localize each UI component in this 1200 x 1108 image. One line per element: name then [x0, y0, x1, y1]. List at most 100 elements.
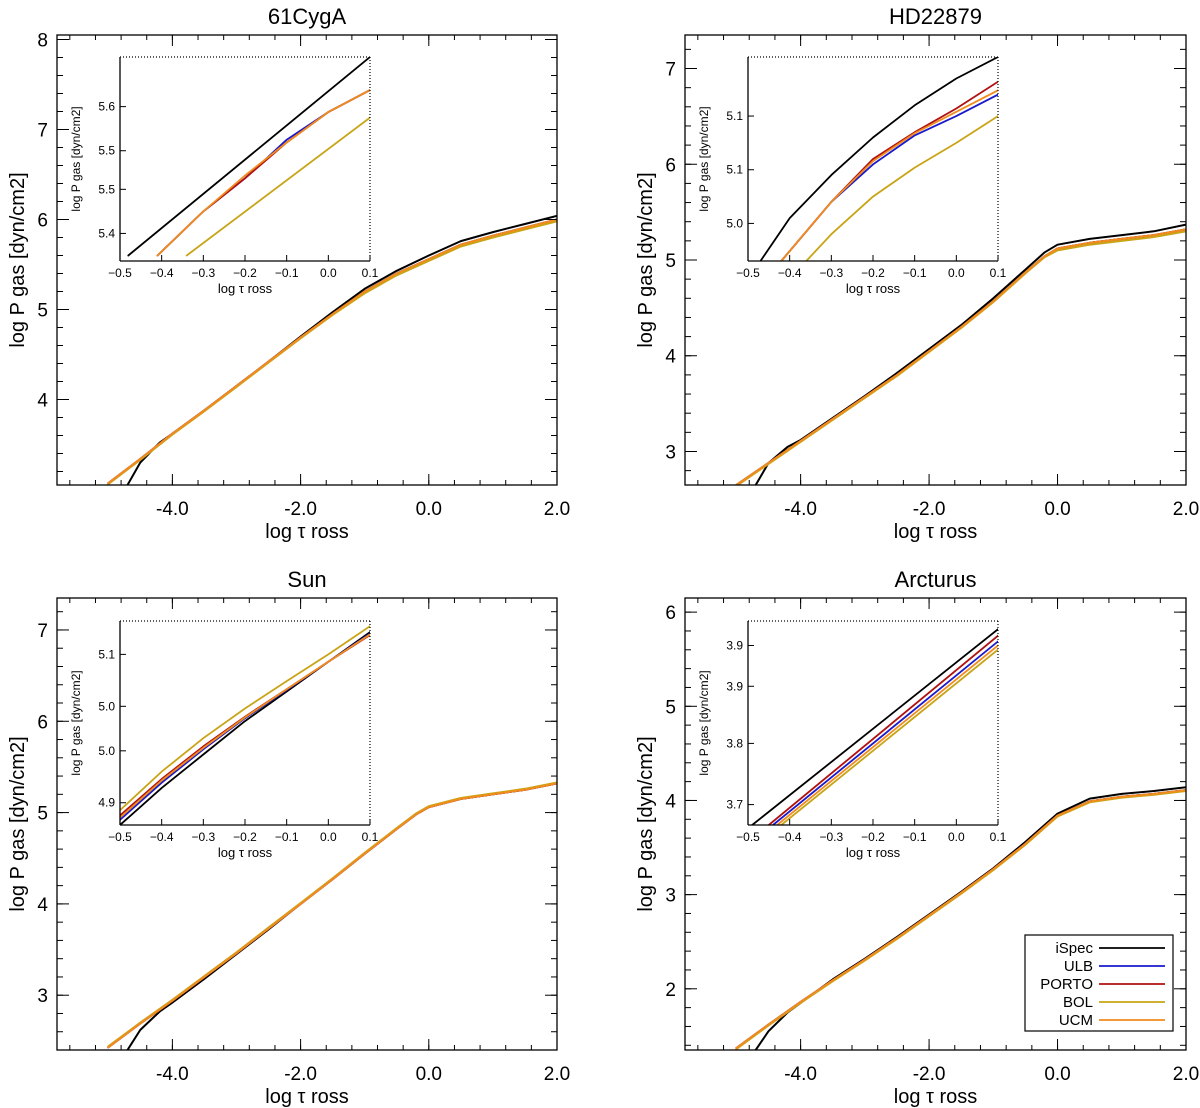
inset-x-tick-label: −0.4: [778, 266, 802, 280]
inset-series-group: [751, 628, 998, 825]
y-tick-label: 7: [665, 60, 676, 81]
inset-x-tick-label: 0.0: [948, 830, 965, 844]
inset-x-tick-label: −0.2: [233, 266, 257, 280]
inset-y-axis-label: log P gas [dyn/cm2]: [69, 670, 83, 775]
inset-y-tick-label: 5.0: [726, 216, 743, 230]
inset-y-axis-label: log P gas [dyn/cm2]: [69, 106, 83, 211]
inset-series-line-ucm: [780, 89, 998, 261]
y-axis-label: log P gas [dyn/cm2]: [635, 736, 657, 911]
inset-x-tick-label: −0.4: [778, 830, 802, 844]
legend-label-bol: BOL: [1063, 994, 1093, 1011]
x-tick-label: -2.0: [284, 499, 317, 520]
y-tick-label: 3: [665, 886, 676, 907]
inset-y-tick-label: 3.9: [726, 638, 743, 652]
inset-y-tick-label: 3.8: [726, 736, 743, 750]
inset-x-tick-label: 0.0: [948, 266, 965, 280]
inset-series-line-porto: [767, 634, 998, 825]
inset-x-tick-label: −0.1: [275, 830, 299, 844]
inset-x-tick-label: −0.1: [903, 266, 927, 280]
inset-plot: −0.5 −0.4 −0.3 −0.2 −0.1 0.0 0.1 5.0 5.1 5.1 log τ…: [697, 56, 1007, 296]
series-group: [107, 781, 557, 1050]
series-line-ucm: [735, 789, 1186, 1050]
inset-series-line-ispec: [751, 628, 998, 825]
inset-x-axis-label: log τ ross: [218, 281, 273, 296]
x-tick-label: 2.0: [1173, 1064, 1199, 1085]
y-tick-label: 8: [37, 31, 48, 52]
x-tick-label: 0.0: [1044, 499, 1070, 520]
inset-x-tick-label: −0.3: [819, 830, 843, 844]
inset-x-tick-label: 0.1: [990, 266, 1007, 280]
inset-background: [748, 621, 998, 825]
panel-title: Arcturus: [895, 567, 977, 592]
series-line-ucm: [735, 228, 1186, 485]
legend-label-ispec: iSpec: [1055, 940, 1093, 957]
series-line-ucm: [107, 218, 557, 485]
x-tick-label: 2.0: [544, 1064, 570, 1085]
x-tick-label: 2.0: [544, 499, 570, 520]
x-tick-label: -2.0: [284, 1064, 317, 1085]
inset-plot: −0.5 −0.4 −0.3 −0.2 −0.1 0.0 0.1 3.7 3.8 3.9 3.9 lo…: [697, 620, 1007, 860]
y-axis-label: log P gas [dyn/cm2]: [7, 736, 29, 911]
inset-series-group: [120, 625, 370, 825]
series-line-ucm: [107, 782, 557, 1049]
inset-x-tick-label: −0.5: [736, 266, 760, 280]
inset-y-tick-label: 5.5: [98, 182, 115, 196]
inset-x-tick-label: −0.3: [191, 830, 215, 844]
inset-x-axis-label: log τ ross: [218, 845, 273, 860]
panel-title: 61CygA: [268, 4, 347, 29]
inset-x-tick-label: 0.1: [990, 830, 1007, 844]
inset-series-line-bol: [780, 648, 998, 825]
plot-frame: [56, 597, 558, 1051]
plot-frame: [684, 34, 1187, 486]
inset-series-group: [759, 57, 998, 261]
y-tick-label: 7: [37, 121, 48, 142]
panel-title: Sun: [287, 567, 326, 592]
x-tick-label: 0.0: [416, 499, 442, 520]
plot-frame: [684, 597, 1187, 1051]
y-tick-label: 6: [665, 155, 676, 176]
inset-y-tick-label: 5.1: [726, 163, 743, 177]
inset-y-tick-label: 5.0: [98, 744, 115, 758]
panel-hd22879: HD22879 -4.0 -2.0 0.0 2.0 3 4 5 6 7 log τ ross log …: [635, 4, 1199, 543]
inset-x-tick-label: 0.0: [320, 830, 337, 844]
y-tick-label: 5: [665, 251, 676, 272]
x-tick-label: -2.0: [913, 499, 946, 520]
y-tick-label: 3: [37, 986, 48, 1007]
inset-x-tick-label: −0.1: [903, 830, 927, 844]
legend-label-ulb: ULB: [1064, 958, 1093, 975]
inset-plot: −0.5 −0.4 −0.3 −0.2 −0.1 0.0 0.1 5.4 5.5 5.5 5.6 lo…: [69, 56, 379, 296]
series-group: [735, 786, 1186, 1050]
legend-box: [1024, 934, 1174, 1032]
y-tick-label: 5: [665, 697, 676, 718]
y-tick-label: 5: [37, 804, 48, 825]
y-tick-label: 2: [665, 980, 676, 1001]
y-tick-label: 4: [37, 391, 48, 412]
inset-series-line-bol: [120, 625, 370, 812]
y-tick-label: 4: [665, 347, 676, 368]
x-axis-label: log τ ross: [265, 521, 349, 543]
y-axis-label: log P gas [dyn/cm2]: [635, 172, 657, 347]
y-tick-label: 4: [665, 791, 676, 812]
y-tick-label: 5: [37, 301, 48, 322]
legend-label-ucm: UCM: [1059, 1012, 1093, 1029]
x-axis-label: log τ ross: [265, 1086, 349, 1108]
inset-x-axis-label: log τ ross: [846, 281, 901, 296]
inset-y-tick-label: 3.7: [726, 798, 743, 812]
x-axis-label: log τ ross: [894, 521, 978, 543]
inset-y-axis-label: log P gas [dyn/cm2]: [697, 670, 711, 775]
inset-x-tick-label: −0.2: [861, 830, 885, 844]
series-group: [735, 223, 1186, 485]
x-tick-label: -2.0: [913, 1064, 946, 1085]
y-tick-label: 6: [37, 211, 48, 232]
inset-x-tick-label: −0.4: [150, 266, 174, 280]
y-tick-label: 7: [37, 621, 48, 642]
inset-series-line-bol: [805, 115, 998, 261]
inset-x-tick-label: 0.1: [362, 266, 379, 280]
inset-x-tick-label: −0.2: [861, 266, 885, 280]
y-tick-label: 6: [665, 603, 676, 624]
y-tick-label: 3: [665, 442, 676, 463]
inset-x-tick-label: −0.5: [736, 830, 760, 844]
inset-x-tick-label: −0.5: [108, 266, 132, 280]
